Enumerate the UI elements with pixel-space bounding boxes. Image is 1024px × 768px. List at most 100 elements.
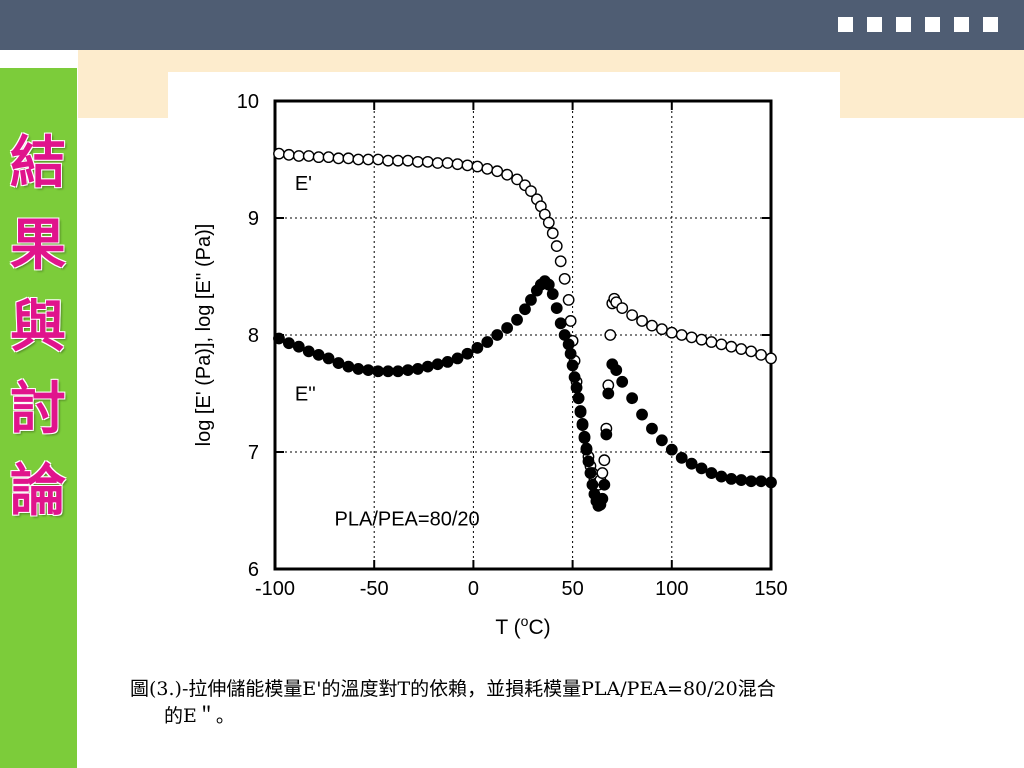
data-point-e-prime	[546, 227, 559, 240]
data-point-e-double-prime	[685, 457, 698, 470]
data-point-e-prime	[471, 160, 484, 173]
data-point-e-double-prime	[655, 434, 668, 447]
x-tick-label: 50	[561, 578, 583, 600]
data-point-e-prime	[481, 162, 494, 175]
data-point-e-prime	[675, 329, 688, 341]
data-point-e-prime	[598, 454, 611, 467]
nav-square	[983, 17, 998, 32]
data-point-e-double-prime	[282, 337, 295, 350]
data-point-e-prime	[501, 168, 514, 181]
data-point-e-double-prime	[600, 428, 613, 441]
data-point-e-prime	[292, 150, 305, 162]
data-point-e-prime	[451, 158, 464, 171]
data-point-e-prime	[282, 148, 295, 161]
data-point-e-double-prime	[431, 358, 444, 371]
data-point-e-double-prime	[471, 341, 484, 354]
title-char: 討	[10, 376, 66, 442]
x-tick-label: 150	[754, 578, 787, 600]
data-point-e-double-prime	[562, 338, 575, 351]
data-point-e-prime	[564, 315, 577, 327]
title-char: 果	[10, 212, 66, 278]
data-point-e-double-prime	[519, 303, 531, 316]
data-point-e-double-prime	[312, 348, 325, 361]
data-point-e-double-prime	[596, 492, 609, 505]
data-point-e-double-prime	[411, 363, 424, 375]
data-point-e-double-prime	[715, 470, 728, 483]
data-point-e-prime	[562, 293, 575, 306]
data-point-e-double-prime	[372, 365, 385, 378]
data-point-e-double-prime	[332, 357, 345, 369]
y-axis-label: log [E' (Pa)], log [E'' (Pa)]	[193, 224, 215, 447]
data-point-e-prime	[511, 173, 523, 186]
data-point-e-double-prime	[675, 451, 688, 464]
data-point-e-double-prime	[273, 332, 285, 345]
data-point-e-double-prime	[550, 302, 563, 314]
data-point-e-double-prime	[586, 478, 599, 491]
y-tick-label: 10	[237, 91, 259, 113]
data-point-e-double-prime	[546, 288, 559, 300]
data-point-e-double-prime	[421, 360, 434, 373]
data-point-e-double-prime	[570, 381, 583, 394]
data-point-e-double-prime	[382, 365, 394, 378]
data-point-e-double-prime	[576, 418, 589, 430]
data-point-e-prime	[695, 333, 708, 346]
data-point-e-double-prime	[451, 352, 464, 365]
nav-squares	[838, 17, 998, 32]
data-point-e-prime	[392, 154, 404, 167]
section-title: 結果與討論	[8, 122, 68, 532]
data-point-e-prime	[352, 153, 365, 166]
data-point-e-prime	[461, 159, 474, 172]
data-point-e-double-prime	[292, 340, 305, 353]
data-point-e-double-prime	[602, 387, 615, 400]
data-point-e-double-prime	[342, 360, 355, 373]
data-point-e-prime	[685, 331, 698, 344]
y-tick-label: 8	[248, 325, 259, 347]
data-point-e-prime	[550, 240, 563, 252]
x-tick-label: 0	[468, 578, 479, 600]
chart-card	[168, 72, 840, 652]
series-label-e-prime: E'	[295, 173, 312, 195]
data-point-e-prime	[626, 309, 639, 322]
nav-square	[838, 17, 853, 32]
data-point-e-double-prime	[695, 462, 708, 475]
data-point-e-double-prime	[572, 392, 585, 405]
data-point-e-double-prime	[735, 474, 748, 486]
nav-square	[867, 17, 882, 32]
data-point-e-double-prime	[461, 347, 474, 360]
title-char: 論	[10, 458, 66, 524]
data-point-e-prime	[715, 338, 728, 351]
data-point-e-double-prime	[511, 313, 523, 326]
data-point-e-prime	[558, 272, 571, 285]
data-point-e-prime	[362, 153, 375, 166]
y-tick-label: 7	[248, 442, 259, 464]
data-point-e-double-prime	[352, 363, 365, 375]
nav-square	[896, 17, 911, 32]
data-point-e-double-prime	[441, 356, 454, 368]
data-point-e-prime	[735, 343, 748, 355]
data-point-e-prime	[765, 352, 777, 365]
data-point-e-prime	[332, 152, 345, 165]
data-point-e-double-prime	[578, 430, 591, 443]
data-point-e-double-prime	[568, 371, 581, 384]
data-point-e-prime	[382, 154, 394, 167]
data-point-e-prime	[322, 151, 335, 164]
data-point-e-double-prime	[302, 345, 315, 358]
data-point-e-double-prime	[481, 336, 494, 348]
data-point-e-double-prime	[362, 364, 375, 376]
caption-line-2: 的E＂。	[164, 705, 235, 727]
data-point-e-double-prime	[610, 364, 623, 376]
data-point-e-double-prime	[745, 475, 758, 488]
data-point-e-double-prime	[566, 359, 579, 372]
x-tick-label: -100	[255, 578, 295, 600]
data-point-e-prime	[542, 216, 555, 229]
title-char: 結	[10, 130, 66, 196]
data-point-e-double-prime	[392, 365, 404, 378]
data-point-e-prime	[604, 329, 617, 341]
chart-annotation: PLA/PEA=80/20	[335, 509, 480, 531]
data-point-e-double-prime	[626, 392, 639, 405]
data-point-e-double-prime	[705, 467, 718, 479]
top-bar	[0, 0, 1024, 50]
data-point-e-double-prime	[582, 455, 595, 468]
data-point-e-prime	[302, 150, 315, 162]
figure-caption: 圖(3.)-拉伸儲能模量E'的溫度對T的依賴，並損耗模量PLA/PEA=80/2…	[130, 676, 960, 730]
